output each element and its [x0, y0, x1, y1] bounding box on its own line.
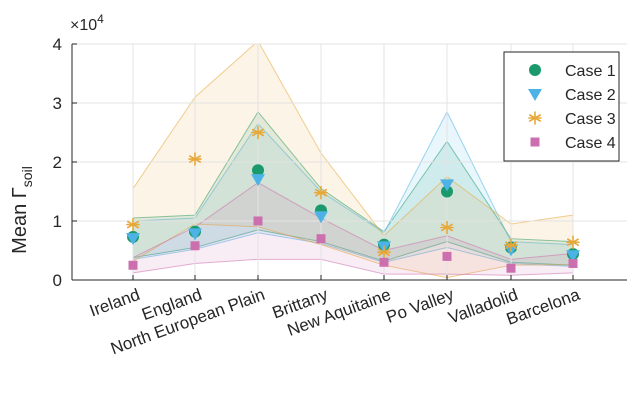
- y-tick-label-1: 1: [53, 212, 62, 231]
- marker-series-2-point-3: [314, 211, 328, 224]
- marker-series-3-point-0: [126, 217, 140, 232]
- marker-series-4-point-1: [190, 241, 200, 251]
- marker-series-2-point-7: [566, 250, 580, 263]
- legend: Case 1 Case 2 Case 3 Case 4: [503, 51, 620, 162]
- legend-label-4: Case 4: [565, 135, 616, 152]
- y-tick-label-3: 3: [53, 94, 62, 113]
- marker-series-3-point-3: [314, 185, 328, 200]
- legend-label-1: Case 1: [565, 63, 616, 80]
- legend-label-2: Case 2: [565, 87, 616, 104]
- grid-lines: [72, 43, 627, 281]
- marker-series-4-point-3: [316, 234, 326, 244]
- marker-series-3-point-5: [440, 220, 454, 235]
- marker-series-2-point-5: [440, 179, 454, 192]
- marker-series-4-point-2: [253, 216, 263, 226]
- legend-marker-2: [528, 89, 542, 101]
- marker-series-3-point-7: [566, 235, 580, 250]
- marker-series-4-point-6: [506, 263, 516, 273]
- y-tick-label-2: 2: [53, 153, 62, 172]
- legend-marker-4: [530, 137, 540, 147]
- y-axis-label: Mean Γsoil: [9, 166, 35, 254]
- marker-series-4-point-0: [128, 260, 138, 270]
- y-tick-label-4: 4: [53, 35, 62, 54]
- legend-marker-1: [529, 64, 541, 76]
- y-tick-label-0: 0: [53, 271, 62, 290]
- uncertainty-bands: [132, 44, 574, 279]
- marker-series-1-point-5: [441, 185, 453, 198]
- legend-marker-3: [528, 111, 542, 125]
- marker-series-3-point-6: [504, 238, 518, 252]
- marker-series-2-point-1: [188, 228, 202, 241]
- y-exponent-label: ×104: [70, 12, 104, 34]
- x-tick-label-5: Po Valley: [384, 285, 457, 327]
- marker-series-3-point-4: [377, 245, 391, 260]
- marker-series-1-point-2: [252, 164, 264, 177]
- marker-series-4-point-7: [568, 258, 578, 268]
- marker-series-4-point-5: [442, 251, 452, 261]
- legend-box: [503, 51, 620, 162]
- marker-series-4-point-4: [379, 257, 389, 267]
- series-markers: [126, 125, 580, 273]
- marker-series-3-point-1: [188, 152, 202, 166]
- legend-label-3: Case 3: [565, 111, 616, 128]
- marker-series-3-point-2: [251, 125, 265, 140]
- marker-series-2-point-2: [251, 174, 265, 187]
- x-tick-label-0: Ireland: [87, 285, 142, 321]
- marker-series-2-point-0: [126, 233, 140, 246]
